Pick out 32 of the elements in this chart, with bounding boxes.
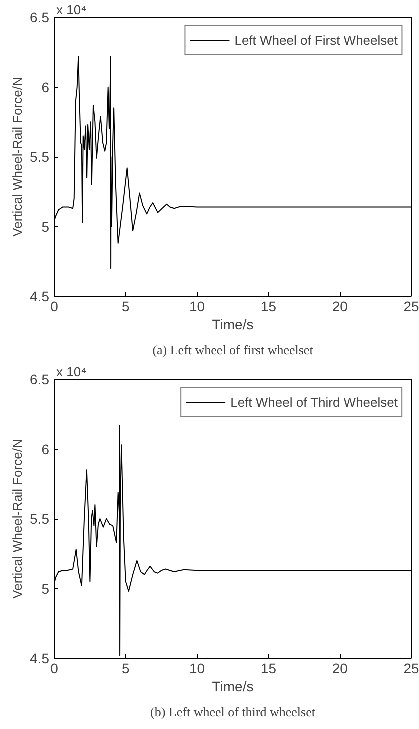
y-tick-label: 5.5 [30, 511, 50, 527]
y-tick-label: 5.5 [30, 149, 50, 165]
x-tick-label: 5 [122, 298, 130, 314]
x-tick-label: 10 [190, 298, 206, 314]
text: (b) Left wheel of third wheelset [150, 704, 316, 720]
y-tick-label: 6 [42, 441, 50, 458]
x-tick-label: 20 [332, 660, 348, 676]
y-tick-label: 6 [42, 79, 50, 96]
x-tick-label: 10 [190, 660, 206, 676]
x-tick-label: 5 [122, 660, 130, 676]
x-tick-label: 25 [404, 660, 419, 676]
x-tick-label: 0 [50, 298, 59, 314]
y-axis-title: Vertical Wheel-Rail Force/N [10, 439, 26, 599]
x-tick-label: 15 [260, 660, 277, 676]
x-tick-label: 0 [50, 660, 59, 676]
text: x 10⁴ [56, 2, 87, 18]
y-axis-title: Vertical Wheel-Rail Force/N [10, 77, 26, 237]
text: x 10⁴ [56, 364, 87, 380]
y-tick-label: 4.5 [30, 288, 50, 304]
y-tick-label: 5 [42, 580, 50, 597]
y-tick-label: 6.5 [30, 10, 50, 26]
legend-label: Left Wheel of First Wheelset [234, 32, 398, 48]
y-tick-label: 5 [42, 218, 50, 235]
legend-label: Left Wheel of Third Wheelset [230, 394, 398, 410]
x-tick-label: 20 [332, 298, 348, 314]
text: (a) Left wheel of first wheelset [152, 342, 314, 358]
x-tick-label: 15 [260, 298, 277, 314]
x-axis-title: Time/s [212, 678, 254, 694]
x-tick-label: 25 [404, 298, 419, 314]
x-axis-title: Time/s [212, 316, 254, 332]
y-tick-label: 6.5 [30, 372, 50, 388]
y-tick-label: 4.5 [30, 650, 50, 666]
